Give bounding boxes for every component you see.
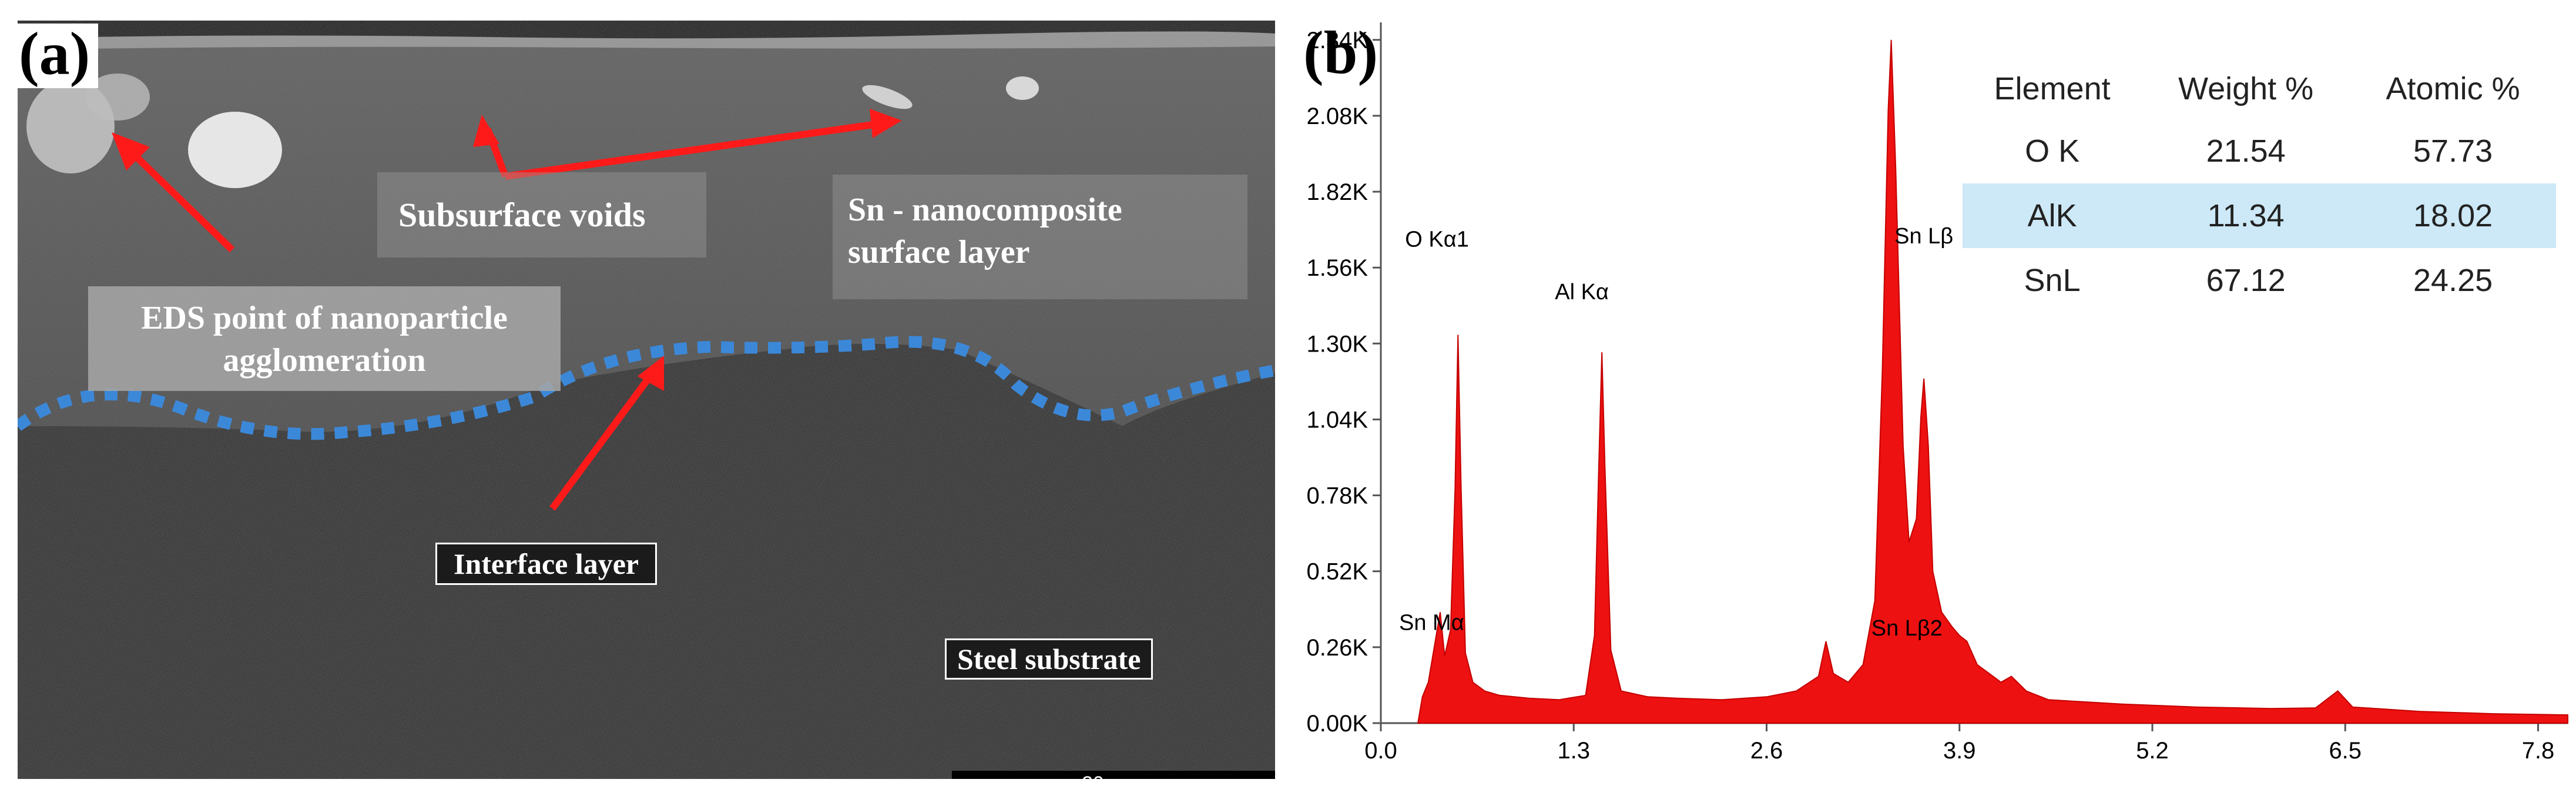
arrow-eds	[126, 147, 235, 253]
table-header-row: Element Weight % Atomic %	[1963, 59, 2556, 119]
x-tick-label: 7.8	[2522, 738, 2555, 764]
label-eds-line2: agglomeration	[223, 342, 426, 379]
x-tick-label: 3.9	[1943, 738, 1976, 764]
peak-label: O Kα1	[1405, 227, 1469, 252]
cell-atomic: 24.25	[2413, 263, 2493, 298]
table-row: O K 21.54 57.73	[1963, 119, 2556, 183]
interface-dotted-line	[18, 336, 1275, 440]
cell-atomic: 57.73	[2413, 133, 2493, 169]
label-eds-point: EDS point of nanoparticle agglomeration	[88, 286, 561, 391]
x-tick-label: 5.2	[2136, 738, 2169, 764]
y-tick-label: 1.82K	[1306, 179, 1368, 205]
label-sn-line2: surface layer	[848, 234, 1030, 270]
sem-micrograph-panel: Subsurface voids Sn - nanocomposite surf…	[18, 21, 1275, 779]
y-tick-label: 1.30K	[1306, 331, 1368, 357]
x-tick-label: 6.5	[2329, 738, 2362, 764]
cell-atomic: 18.02	[2350, 183, 2556, 248]
y-tick-label: 1.04K	[1306, 407, 1368, 433]
label-eds-line1: EDS point of nanoparticle	[141, 300, 508, 336]
y-tick-label: 0.52K	[1306, 559, 1368, 585]
x-tick-label: 0.0	[1364, 738, 1397, 764]
spectrum-fill	[1417, 39, 2568, 724]
eds-composition-table: Element Weight % Atomic % O K 21.54 57.7…	[1963, 59, 2556, 313]
header-element: Element	[1994, 71, 2111, 106]
y-tick-label: 2.08K	[1306, 103, 1368, 129]
spectrum-area	[1417, 39, 2568, 724]
cell-weight: 21.54	[2206, 133, 2286, 169]
eds-spectrum-chart: 0.00K 0.26K 0.52K 0.78K 1.04K 1.30K 1.56K 1.82K…	[1306, 22, 2568, 764]
y-tick-label: 0.26K	[1306, 635, 1368, 661]
y-tick-label: 2.34K	[1306, 28, 1368, 53]
cell-weight: 11.34	[2142, 183, 2350, 248]
x-tick-label: 1.3	[1557, 738, 1590, 764]
cell-element: SnL	[2024, 263, 2081, 298]
table-row: AlK 11.34 18.02	[1963, 183, 2556, 248]
header-atomic: Atomic %	[2386, 71, 2520, 106]
x-tick-label: 2.6	[1750, 738, 1783, 764]
arrow-interface	[549, 371, 655, 511]
cell-weight: 67.12	[2206, 263, 2286, 298]
panel-b-letter: (b)	[1303, 19, 1378, 86]
sem-image	[18, 21, 1275, 779]
label-steel-substrate: Steel substrate	[945, 638, 1153, 680]
x-axis-ticks: 0.0 1.3 2.6 3.9 5.2 6.5 7.8	[1364, 723, 2554, 764]
annotation-arrows	[112, 109, 902, 511]
y-tick-label: 0.00K	[1306, 711, 1368, 737]
y-axis-ticks: 0.00K 0.26K 0.52K 0.78K 1.04K 1.30K 1.56K 1.82K…	[1306, 28, 1381, 737]
label-subsurface-voids: Subsurface voids	[377, 172, 706, 257]
peak-label: Sn Mα	[1399, 610, 1464, 635]
label-interface-layer: Interface layer	[435, 543, 658, 585]
y-tick-label: 1.56K	[1306, 255, 1368, 281]
label-sn-nanocomposite: Sn - nanocomposite surface layer	[833, 175, 1247, 299]
scale-bar-label: 20 μm	[1078, 772, 1142, 779]
label-sn-line1: Sn - nanocomposite	[848, 192, 1122, 228]
peak-label: Al Kα	[1555, 280, 1609, 305]
peak-label: Sn Lβ	[1894, 224, 1953, 249]
cell-element: O K	[2025, 133, 2080, 169]
y-tick-label: 0.78K	[1306, 483, 1368, 509]
peak-label: Sn Lβ2	[1871, 616, 1943, 641]
cell-element: AlK	[1963, 183, 2142, 248]
panel-a-letter: (a)	[11, 24, 99, 88]
nanoparticle-agglomeration	[26, 73, 1039, 188]
table-row: SnL 67.12 24.25	[1963, 248, 2556, 313]
header-weight: Weight %	[2178, 71, 2314, 106]
arrow-voids-right	[505, 120, 882, 180]
